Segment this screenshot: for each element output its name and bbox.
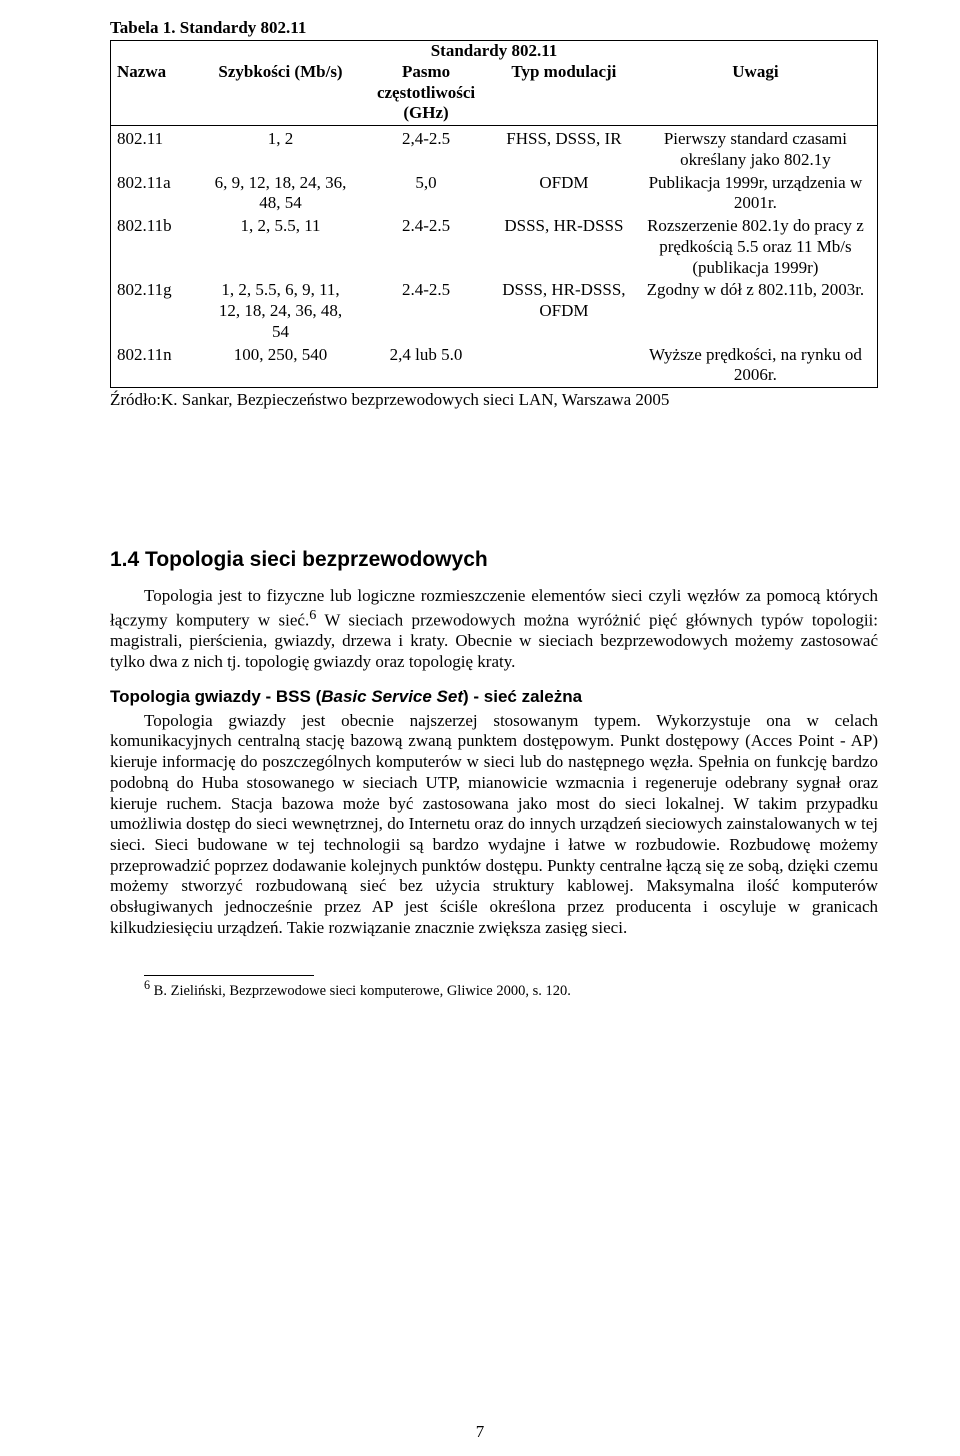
sub-heading: Topologia gwiazdy - BSS (Basic Service S… [110,687,878,707]
cell: Wyższe prędkości, na rynku od 2006r. [632,344,877,387]
section-title: Topologia sieci bezprzewodowych [145,548,488,571]
cell: 1, 2 [203,128,356,171]
th-notes: Uwagi [632,61,877,126]
sub-heading-a: Topologia gwiazdy - BSS ( [110,687,321,706]
cell: FHSS, DSSS, IR [494,128,632,171]
paragraph-1: Topologia jest to fizyczne lub logiczne … [110,586,878,673]
cell: 2,4 lub 5.0 [356,344,494,387]
cell: 100, 250, 540 [203,344,356,387]
section-heading: 1.4 Topologia sieci bezprzewodowych [110,548,878,572]
cell: 2.4-2.5 [356,279,494,343]
cell: 802.11b [111,215,203,279]
paragraph-2: Topologia gwiazdy jest obecnie najszerze… [110,711,878,939]
table-row: 802.11a 6, 9, 12, 18, 24, 36, 48, 54 5,0… [111,172,877,215]
cell: 802.11n [111,344,203,387]
table-container: Standardy 802.11 Nazwa Szybkości (Mb/s) … [110,40,878,388]
cell: 2.4-2.5 [356,215,494,279]
table-header-row: Nazwa Szybkości (Mb/s) Pasmo częstotliwo… [111,61,877,126]
footnote: 6 B. Zieliński, Bezprzewodowe sieci komp… [162,978,878,1000]
cell: 802.11a [111,172,203,215]
th-speed: Szybkości (Mb/s) [203,61,356,126]
cell: 2,4-2.5 [356,128,494,171]
section-number: 1.4 [110,548,139,571]
footnote-text: B. Zieliński, Bezprzewodowe sieci komput… [150,983,571,999]
cell: 1, 2, 5.5, 11 [203,215,356,279]
cell: OFDM [494,172,632,215]
th-band: Pasmo częstotliwości (GHz) [356,61,494,126]
cell: 1, 2, 5.5, 6, 9, 11, 12, 18, 24, 36, 48,… [203,279,356,343]
footnote-rule [144,975,314,976]
cell: Publikacja 1999r, urządzenia w 2001r. [632,172,877,215]
cell: Rozszerzenie 802.1y do pracy z prędkości… [632,215,877,279]
page-number: 7 [0,1422,960,1442]
cell: Pierwszy standard czasami określany jako… [632,128,877,171]
table-row: 802.11b 1, 2, 5.5, 11 2.4-2.5 DSSS, HR-D… [111,215,877,279]
cell: 802.11g [111,279,203,343]
table-row: 802.11 1, 2 2,4-2.5 FHSS, DSSS, IR Pierw… [111,128,877,171]
sub-heading-c: ) - sieć zależna [463,687,582,706]
cell: Zgodny w dół z 802.11b, 2003r. [632,279,877,343]
cell: 5,0 [356,172,494,215]
standards-table: Nazwa Szybkości (Mb/s) Pasmo częstotliwo… [111,61,877,387]
table-caption: Tabela 1. Standardy 802.11 [110,18,878,38]
cell: 6, 9, 12, 18, 24, 36, 48, 54 [203,172,356,215]
cell [494,344,632,387]
cell: 802.11 [111,128,203,171]
sub-heading-b: Basic Service Set [321,687,463,706]
th-mod: Typ modulacji [494,61,632,126]
cell: DSSS, HR-DSSS, OFDM [494,279,632,343]
th-name: Nazwa [111,61,203,126]
table-row: 802.11g 1, 2, 5.5, 6, 9, 11, 12, 18, 24,… [111,279,877,343]
table-source: Źródło:K. Sankar, Bezpieczeństwo bezprze… [110,390,878,410]
table-title: Standardy 802.11 [111,41,877,61]
table-row: 802.11n 100, 250, 540 2,4 lub 5.0 Wyższe… [111,344,877,387]
cell: DSSS, HR-DSSS [494,215,632,279]
